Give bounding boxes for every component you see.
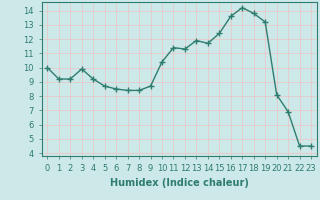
X-axis label: Humidex (Indice chaleur): Humidex (Indice chaleur) [110,178,249,188]
